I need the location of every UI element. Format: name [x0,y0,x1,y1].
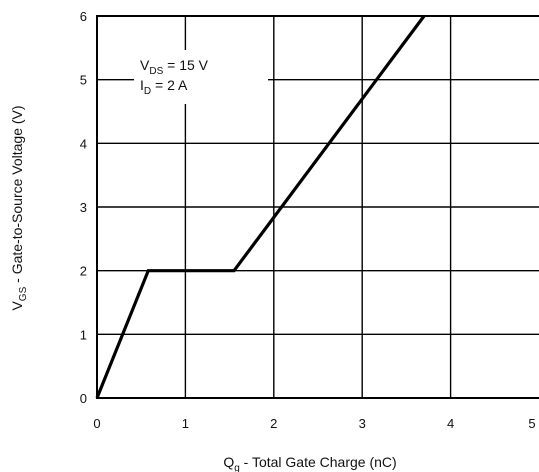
x-tick-label: 5 [528,416,535,431]
x-tick-label: 0 [93,416,100,431]
y-axis-label: VGS - Gate-to-Source Voltage (V) [9,105,29,310]
x-tick-label: 4 [447,416,454,431]
x-tick-label: 1 [182,416,189,431]
tick-labels: 0 1 2 3 4 5 0 1 2 3 4 5 6 [80,9,536,431]
annotation-vds: VDS = 15 V [140,57,209,77]
series-line [95,15,426,399]
y-tick-label: 0 [80,391,87,406]
y-tick-label: 6 [80,9,87,24]
y-tick-label: 5 [80,73,87,88]
x-axis-label: Qg - Total Gate Charge (nC) [223,454,396,472]
y-tick-label: 2 [80,264,87,279]
series-group [95,15,426,399]
y-tick-label: 1 [80,327,87,342]
annotation-id: ID = 2 A [140,77,188,97]
x-tick-label: 2 [270,416,277,431]
plot-frame [96,15,539,399]
annotation-background [134,50,268,104]
y-tick-label: 4 [80,136,87,151]
y-tick-label: 3 [80,200,87,215]
x-tick-label: 3 [359,416,366,431]
